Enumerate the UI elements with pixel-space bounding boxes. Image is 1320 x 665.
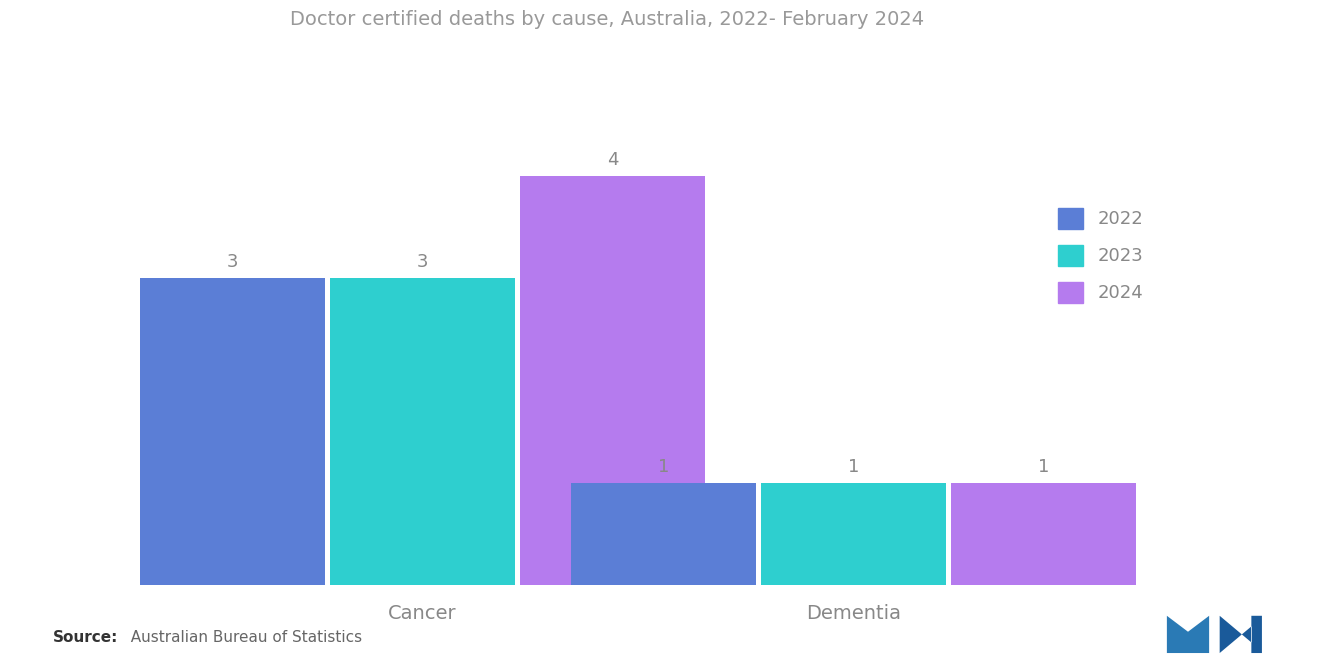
Text: 3: 3 <box>417 253 428 271</box>
Text: 1: 1 <box>657 458 669 475</box>
Title: Doctor certified deaths by cause, Australia, 2022- February 2024: Doctor certified deaths by cause, Austra… <box>290 11 924 29</box>
Text: Source:: Source: <box>53 630 119 645</box>
Polygon shape <box>1220 616 1262 653</box>
Text: 1: 1 <box>847 458 859 475</box>
Bar <box>520 176 705 585</box>
Bar <box>140 278 325 585</box>
Text: Australian Bureau of Statistics: Australian Bureau of Statistics <box>121 630 363 645</box>
Bar <box>330 278 515 585</box>
Legend: 2022, 2023, 2024: 2022, 2023, 2024 <box>1049 199 1152 312</box>
Text: 3: 3 <box>227 253 238 271</box>
Text: 1: 1 <box>1038 458 1049 475</box>
Text: 4: 4 <box>607 151 618 169</box>
Bar <box>572 483 756 585</box>
Bar <box>952 483 1137 585</box>
Polygon shape <box>1167 616 1209 653</box>
Bar <box>762 483 946 585</box>
